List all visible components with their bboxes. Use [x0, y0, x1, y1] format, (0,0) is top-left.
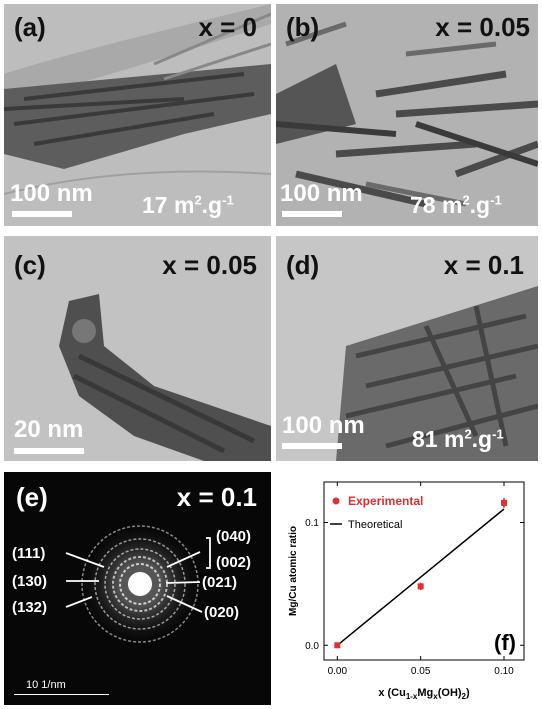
- diffraction-pattern-e: (e) x = 0.1 (111) (130) (132) (040) (002…: [4, 472, 271, 705]
- x-axis-label: x (Cu1-xMgx(OH)2): [378, 687, 470, 701]
- legend-label-experimental: Experimental: [348, 494, 423, 508]
- tem-texture-d: [276, 236, 538, 461]
- scale-bar-label: 100 nm: [10, 180, 93, 207]
- tem-texture-b: [276, 4, 538, 226]
- tem-texture-c: [4, 236, 271, 461]
- saed-rings: [65, 522, 211, 646]
- scale-bar-label: 10 1/nm: [26, 679, 66, 691]
- ratio-chart: 0.00 0.05 0.10 0.0 0.1 Experimental Theoretica…: [288, 481, 525, 701]
- data-point: [501, 499, 507, 506]
- plane-label-020: (020): [204, 604, 240, 621]
- x-tick-label: 0.05: [411, 666, 431, 677]
- scale-bar: [14, 694, 109, 695]
- plane-label-002: (002): [216, 554, 252, 571]
- plane-label-040: (040): [216, 528, 252, 545]
- panel-label: (b): [286, 12, 320, 42]
- composition-label: x = 0.05: [435, 12, 530, 42]
- tem-image-b: (b) x = 0.05 100 nm 78 m2.g-1: [276, 4, 538, 226]
- surface-area-label: 81 m2.g-1: [412, 426, 504, 452]
- panel-label: (d): [286, 250, 320, 280]
- panel-label: (c): [14, 250, 46, 280]
- data-point: [417, 583, 424, 590]
- y-tick-label: 0.0: [305, 641, 319, 652]
- plot-frame: [323, 481, 525, 661]
- surface-area-label: 78 m2.g-1: [410, 192, 502, 218]
- scale-bar-label: 20 nm: [14, 416, 84, 443]
- panel-label: (f): [494, 630, 516, 655]
- scale-bar: [282, 443, 342, 449]
- scale-bar: [282, 211, 342, 217]
- scale-bar: [14, 448, 84, 454]
- legend-label-theoretical: Theoretical: [348, 519, 402, 531]
- chart-panel-f: 0.00 0.05 0.10 0.0 0.1 Experimental Theoretica…: [276, 472, 538, 705]
- composition-label: x = 0.05: [162, 250, 257, 280]
- plane-label-130: (130): [12, 573, 48, 590]
- plane-label-111: (111): [12, 545, 46, 562]
- tem-image-d: (d) x = 0.1 100 nm 81 m2.g-1: [276, 236, 538, 461]
- theoretical-line: [336, 508, 505, 646]
- surface-area-label: 17 m2.g-1: [142, 192, 234, 218]
- scale-bar-label: 100 nm: [282, 412, 365, 439]
- composition-label: x = 0: [198, 12, 257, 42]
- legend-marker-experimental: [332, 497, 340, 505]
- x-tick-label: 0.10: [494, 666, 514, 677]
- y-axis-label: Mg/Cu atomic ratio: [288, 526, 299, 616]
- scale-bar: [12, 211, 72, 217]
- composition-label: x = 0.1: [443, 250, 524, 280]
- scale-bar-label: 100 nm: [280, 180, 363, 207]
- plane-label-021: (021): [202, 574, 238, 591]
- panel-label: (a): [14, 12, 46, 42]
- panel-label: (e): [16, 482, 48, 512]
- data-point: [334, 642, 341, 649]
- composition-label: x = 0.1: [176, 482, 257, 512]
- x-tick-label: 0.00: [328, 666, 348, 677]
- tem-image-c: (c) x = 0.05 20 nm: [4, 236, 271, 461]
- tem-image-a: (a) x = 0 100 nm 17 m2.g-1: [4, 4, 271, 226]
- plane-label-132: (132): [12, 599, 48, 616]
- tem-texture-a: [4, 4, 271, 226]
- y-tick-label: 0.1: [305, 518, 319, 529]
